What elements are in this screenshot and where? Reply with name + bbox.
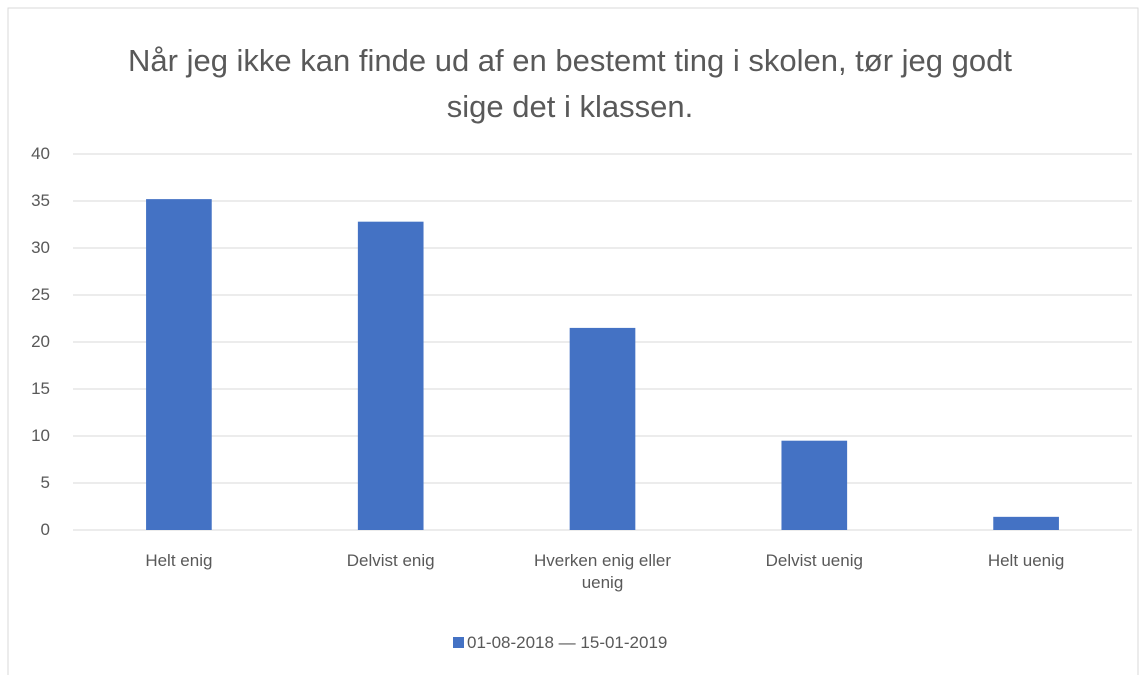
y-tick-label: 10 [31, 426, 50, 445]
bar [993, 516, 1059, 530]
y-tick-label: 20 [31, 332, 50, 351]
y-tick-label: 5 [40, 473, 50, 492]
x-tick-label: Delvist enig [346, 551, 435, 570]
x-tick-label: Helt enig [145, 551, 213, 570]
y-tick-label: 35 [31, 191, 50, 210]
y-tick-label: 0 [40, 520, 50, 539]
chart-title: Når jeg ikke kan finde ud af en bestemt … [128, 43, 1012, 124]
x-tick-label: Helt uenig [987, 551, 1065, 570]
y-tick-label: 40 [31, 144, 50, 163]
bar [569, 327, 636, 530]
x-tick-label: Delvist uenig [765, 551, 863, 570]
y-tick-label: 15 [31, 379, 50, 398]
bar [146, 199, 212, 530]
bar [781, 440, 848, 530]
y-tick-label: 25 [31, 285, 50, 304]
legend-swatch [453, 637, 464, 648]
x-tick-label: Hverken enig eller uenig [533, 551, 671, 592]
legend-label: 01-08-2018 — 15-01-2019 [467, 633, 668, 652]
y-tick-label: 30 [31, 238, 50, 257]
bar [357, 221, 424, 530]
